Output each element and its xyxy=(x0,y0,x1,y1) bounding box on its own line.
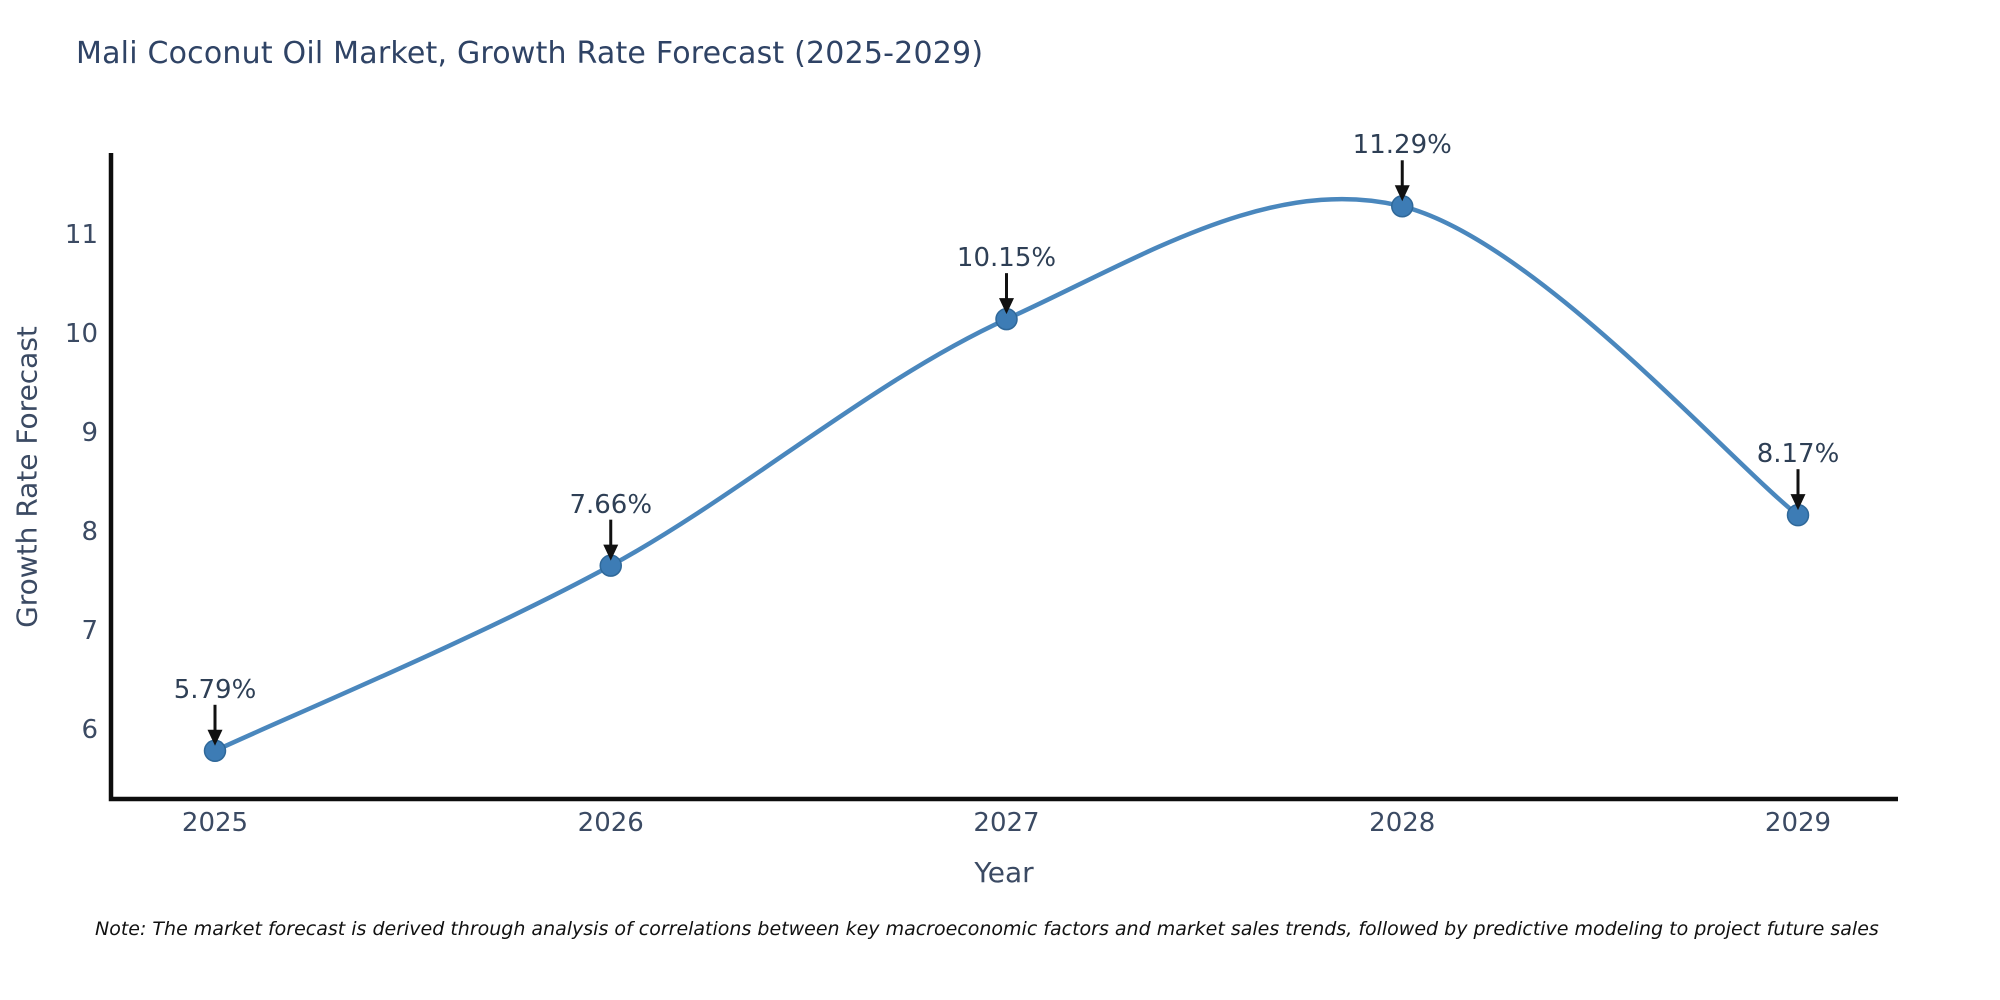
x-tick-label: 2028 xyxy=(1369,808,1436,838)
y-tick-label: 10 xyxy=(64,319,98,349)
x-tick-label: 2027 xyxy=(973,808,1040,838)
point-annotation: 10.15% xyxy=(956,243,1057,274)
y-tick-label: 11 xyxy=(64,220,98,250)
annotation-arrowhead xyxy=(1790,494,1806,511)
x-axis-title: Year xyxy=(974,856,1034,889)
point-annotation: 5.79% xyxy=(173,674,257,705)
chart-title: Mali Coconut Oil Market, Growth Rate For… xyxy=(76,36,984,71)
y-tick-label: 8 xyxy=(81,517,98,547)
annotation-arrowhead xyxy=(1394,185,1410,202)
y-tick-label: 9 xyxy=(81,418,98,448)
annotation-arrowhead xyxy=(603,544,619,561)
x-tick-label: 2029 xyxy=(1764,808,1832,838)
point-annotation: 7.66% xyxy=(569,489,653,520)
x-tick-label: 2025 xyxy=(181,808,249,838)
annotation-arrowhead xyxy=(999,298,1014,315)
annotation-arrowhead xyxy=(207,729,223,746)
point-annotation: 11.29% xyxy=(1352,130,1452,161)
x-tick-label: 2026 xyxy=(577,808,644,838)
axis-spines xyxy=(108,153,1898,802)
point-annotation: 8.17% xyxy=(1756,439,1840,470)
y-tick-label: 7 xyxy=(81,616,98,646)
y-tick-label: 6 xyxy=(81,715,98,745)
y-axis-title: Growth Rate Forecast xyxy=(10,326,44,628)
footnote: Note: The market forecast is derived thr… xyxy=(95,918,1879,940)
